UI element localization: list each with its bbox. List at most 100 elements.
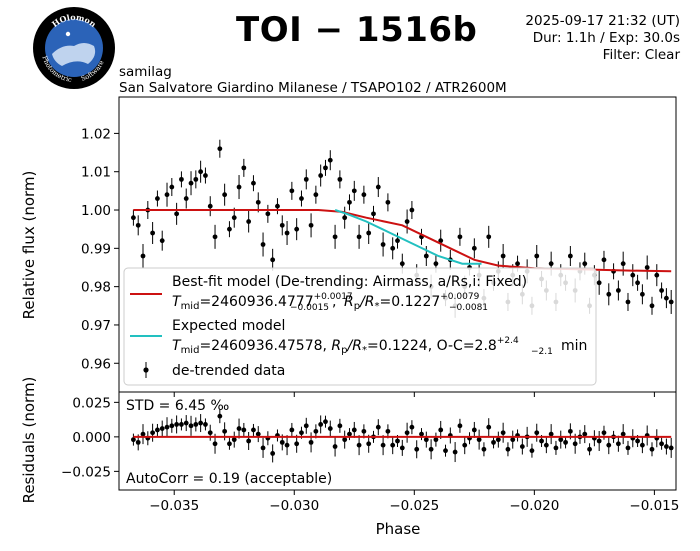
- expected-oc-unit: min: [561, 338, 587, 354]
- observatory-location: San Salvatore Giardino Milanese / TSAPO1…: [119, 80, 507, 96]
- light-curve-panel: 0.96 0.97 0.98 0.99 1.00 1.01 1.02 Relative fl…: [20, 96, 677, 397]
- residual-data-point: [356, 442, 362, 448]
- residual-data-point: [308, 439, 314, 445]
- residual-data-point: [294, 441, 300, 447]
- flux-data-point: [390, 245, 396, 251]
- residual-data-point: [543, 442, 549, 448]
- flux-data-point: [663, 295, 669, 301]
- flux-data-point: [500, 253, 506, 259]
- residual-data-point: [385, 428, 391, 434]
- residual-data-point: [553, 445, 559, 451]
- rp-subscript-2: p: [341, 345, 347, 356]
- residual-data-point: [452, 449, 458, 455]
- residual-data-point: [663, 444, 669, 449]
- residual-data-point: [251, 427, 256, 433]
- residual-x-tick-label: −0.035: [149, 498, 199, 514]
- flux-model-line-2: [334, 209, 482, 265]
- residuals-autocorr-annotation: AutoCorr = 0.19 (acceptable): [126, 471, 332, 487]
- separator-1: ,: [332, 294, 336, 310]
- light-curve-x-ticks: [173, 392, 655, 397]
- flux-data-point: [409, 207, 415, 213]
- legend-expected-label: Expected model: [172, 318, 285, 334]
- flux-y-tick-label: 1.02: [81, 126, 111, 142]
- residual-data-point: [495, 437, 501, 443]
- residual-data-point: [625, 445, 631, 451]
- residual-data-point: [635, 438, 640, 444]
- residual-data-point: [375, 424, 381, 430]
- residuals-std-annotation: STD = 6.45 ‰: [126, 398, 229, 414]
- expected-oc-err-plus: +2.4: [497, 336, 519, 346]
- residual-data-point: [217, 413, 223, 419]
- residual-data-point: [279, 439, 285, 445]
- residual-data-point: [236, 426, 242, 431]
- flux-data-point: [668, 299, 674, 305]
- residual-data-point: [361, 428, 367, 434]
- observer-name: samilag: [119, 64, 172, 80]
- logo-star: [65, 31, 71, 37]
- best-fit-rp-err-minus: −0.0081: [449, 303, 488, 313]
- residual-data-point: [150, 430, 156, 436]
- best-fit-tmid-value: =2460936.4777: [199, 294, 313, 310]
- flux-data-point: [203, 173, 208, 178]
- separator-3: ,: [428, 338, 432, 354]
- flux-data-point: [582, 261, 588, 267]
- flux-data-point: [342, 215, 348, 221]
- flux-data-point: [515, 261, 520, 267]
- flux-data-point: [404, 219, 410, 224]
- residual-data-point: [183, 420, 189, 426]
- flux-data-point: [260, 242, 266, 247]
- flux-data-point: [164, 192, 170, 198]
- flux-data-point: [279, 222, 285, 228]
- flux-data-point: [356, 234, 362, 240]
- residual-x-tick-label: −0.020: [509, 498, 559, 514]
- flux-data-point: [140, 253, 146, 259]
- residual-data-point: [620, 431, 626, 437]
- flux-data-point: [654, 272, 660, 278]
- residual-data-point: [241, 427, 247, 433]
- residual-data-point: [227, 441, 232, 447]
- tmid-symbol-2: T: [172, 338, 182, 354]
- light-curve-y-ticks: 0.96 0.97 0.98 0.99 1.00 1.01 1.02: [81, 126, 119, 372]
- flux-data-point: [395, 238, 400, 244]
- flux-data-point: [438, 238, 444, 244]
- flux-data-point: [327, 157, 333, 163]
- flux-data-point: [625, 299, 631, 305]
- flux-data-point: [265, 211, 271, 217]
- residual-data-point: [462, 442, 468, 448]
- flux-data-point: [486, 234, 492, 240]
- residual-data-point: [615, 441, 621, 447]
- residual-data-point: [299, 430, 304, 436]
- flux-data-point: [644, 265, 650, 270]
- expected-rp-value: =0.1224: [367, 338, 428, 354]
- flux-data-point: [275, 203, 280, 209]
- flux-data-point: [241, 165, 247, 171]
- residual-data-point: [289, 427, 295, 433]
- separator-2: ,: [323, 338, 327, 354]
- flux-data-point: [606, 291, 612, 297]
- residual-data-point: [246, 438, 252, 444]
- residual-data-point: [457, 423, 463, 429]
- residual-data-point: [476, 437, 482, 443]
- rp-symbol-1: R: [344, 294, 354, 310]
- residual-data-point: [212, 441, 218, 447]
- flux-data-point: [294, 226, 300, 232]
- flux-data-point: [620, 261, 626, 267]
- flux-data-point: [337, 176, 343, 182]
- residual-data-point: [443, 448, 448, 454]
- flux-data-point: [457, 234, 463, 240]
- residual-data-point: [337, 423, 343, 429]
- flux-data-point: [649, 303, 655, 309]
- flux-data-point: [212, 234, 218, 240]
- flux-y-tick-label: 0.98: [81, 280, 111, 296]
- residual-data-point: [433, 437, 439, 443]
- residual-y-tick-label: 0.025: [72, 395, 111, 411]
- expected-oc-label: O-C=2.8: [437, 338, 497, 354]
- residual-x-tick-label: −0.015: [629, 498, 679, 514]
- flux-data-point: [433, 261, 439, 267]
- observation-duration: Dur: 1.1h / Exp: 30.0s: [532, 30, 680, 46]
- residual-data-point: [399, 445, 405, 451]
- residuals-y-label: Residuals (norm): [20, 377, 38, 504]
- flux-data-point: [289, 188, 295, 194]
- residual-data-point: [423, 437, 429, 443]
